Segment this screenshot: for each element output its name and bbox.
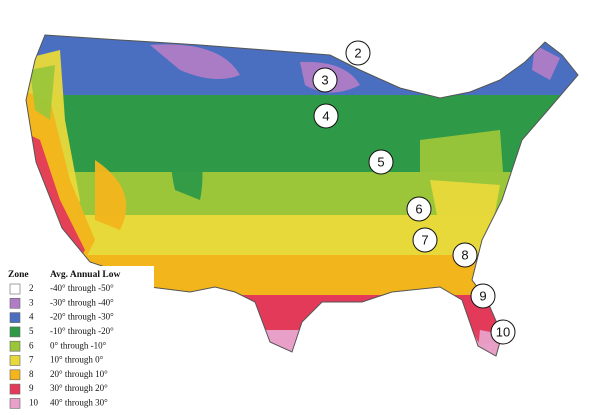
legend-range: -20° through -30° [50, 312, 114, 322]
zone-area [30, 65, 55, 120]
zone-area [35, 240, 55, 270]
zone-area [26, 35, 578, 95]
legend-swatch [9, 369, 21, 381]
zone-marker [412, 227, 438, 253]
zone-marker [368, 149, 394, 175]
zone-marker-label: 2 [354, 46, 361, 61]
legend-zone: 4 [29, 312, 34, 322]
legend-swatch [9, 297, 21, 309]
legend-range: 30° through 20° [50, 383, 108, 393]
legend-zone: 8 [29, 369, 34, 379]
legend-range: 20° through 10° [50, 369, 108, 379]
legend-zone: 6 [29, 340, 34, 350]
zone-marker [406, 196, 432, 222]
legend-range: -40° through -50° [50, 283, 114, 293]
legend-box [4, 266, 154, 408]
legend-range: 40° through 30° [50, 397, 108, 407]
legend-swatch [9, 312, 21, 323]
zone-area [95, 160, 127, 230]
zone-marker-label: 9 [479, 289, 486, 304]
zone-marker [312, 67, 338, 93]
zone-marker-label: 8 [461, 248, 468, 263]
legend-range: 0° through -10° [50, 340, 107, 350]
legend: Zone Avg. Annual Low 2 -40° through -50° 3… [4, 266, 154, 409]
legend-zone: 9 [29, 383, 34, 393]
zone-marker [313, 103, 339, 129]
legend-swatch [9, 383, 21, 395]
zone-marker [490, 319, 516, 345]
zone-marker [452, 242, 478, 268]
legend-swatch [9, 326, 21, 338]
legend-zone: 7 [29, 355, 34, 365]
zone-markers: 2 3 4 5 6 7 8 9 10 [312, 40, 516, 345]
legend-range: 10° through 0° [50, 355, 104, 365]
zone-marker-label: 10 [496, 325, 510, 340]
zone-marker-label: 4 [322, 109, 329, 124]
zone-area [150, 44, 240, 79]
legend-swatch [9, 283, 21, 295]
legend-range: -10° through -20° [50, 326, 114, 336]
zone-area [430, 180, 500, 240]
legend-zone: 3 [29, 297, 34, 307]
legend-swatch [9, 398, 21, 409]
zone-marker-label: 3 [321, 73, 328, 88]
legend-zone: 5 [29, 326, 34, 336]
zone-marker [345, 40, 371, 66]
zone-marker-label: 7 [421, 233, 428, 248]
zone-marker-label: 5 [377, 155, 384, 170]
zone-marker [470, 283, 496, 309]
legend-swatch [9, 340, 21, 352]
legend-zone-header: Zone [8, 270, 29, 280]
legend-zone: 10 [29, 397, 39, 407]
zone-area [532, 45, 560, 80]
zone-area [171, 105, 203, 200]
legend-range-header: Avg. Annual Low [50, 270, 120, 280]
zone-marker-label: 6 [415, 202, 422, 217]
legend-range: -30° through -40° [50, 297, 114, 307]
legend-zone: 2 [29, 283, 34, 293]
legend-swatch [9, 355, 21, 366]
